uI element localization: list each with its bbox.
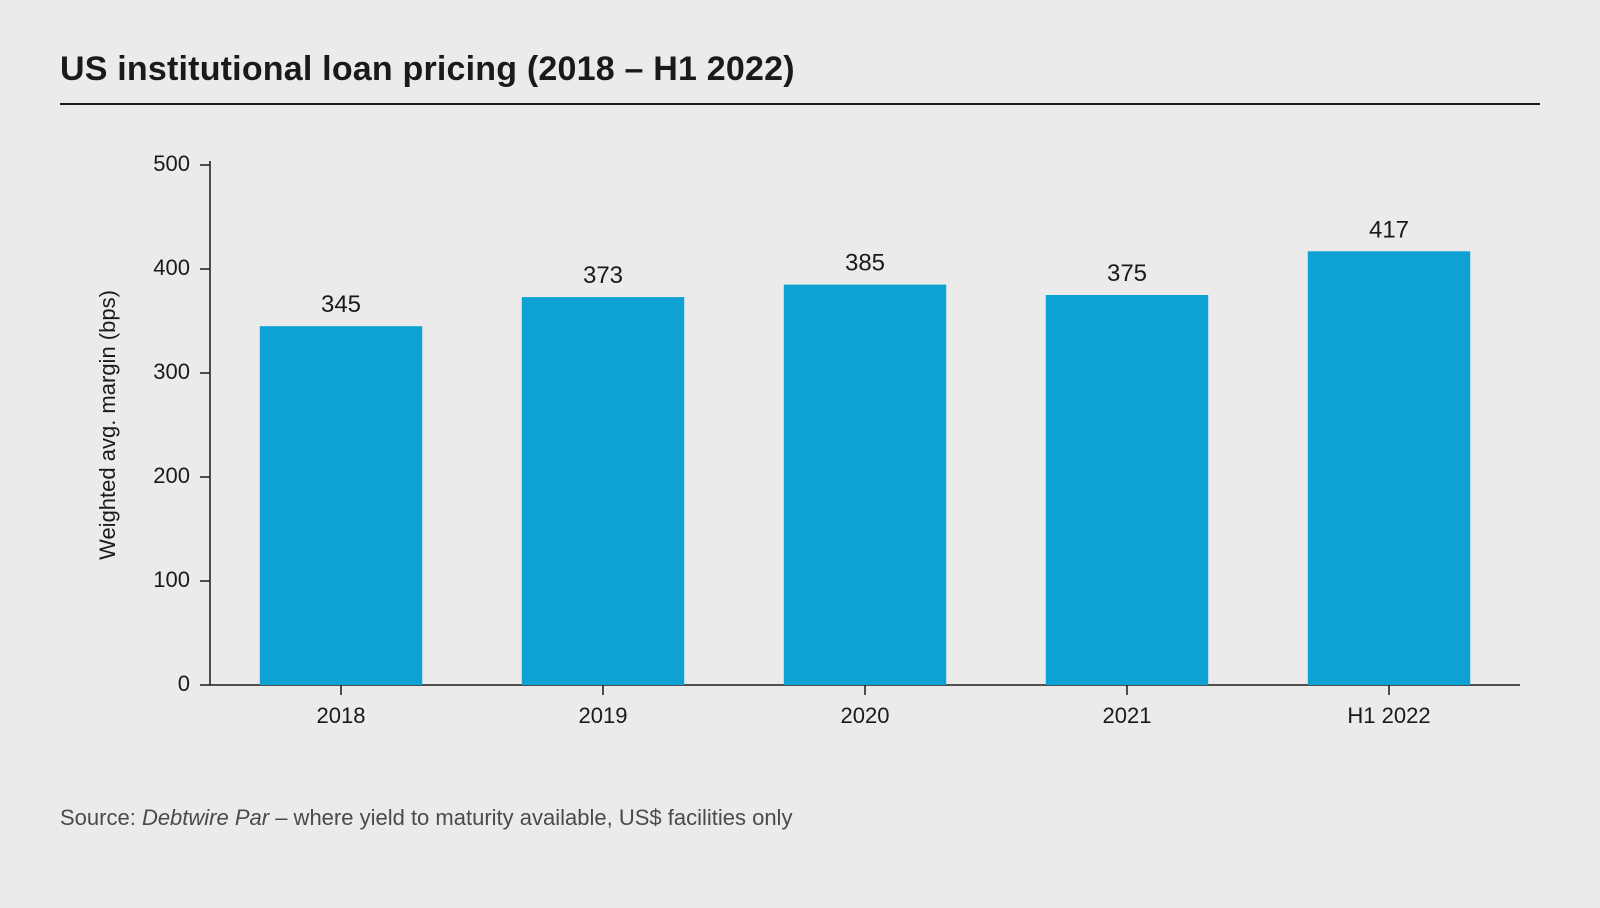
x-tick-label: 2020 (841, 703, 890, 728)
title-rule (60, 103, 1540, 105)
source-line: Source: Debtwire Par – where yield to ma… (60, 805, 1540, 831)
chart-title: US institutional loan pricing (2018 – H1… (60, 50, 1540, 89)
bar-value-label: 385 (845, 250, 885, 277)
x-tick-label: 2021 (1103, 703, 1152, 728)
y-tick-label: 100 (153, 567, 190, 592)
bar-value-label: 375 (1107, 260, 1147, 287)
bar (784, 285, 946, 685)
x-tick-label: 2018 (317, 703, 366, 728)
bar-value-label: 345 (321, 291, 361, 318)
bar-value-label: 373 (583, 262, 623, 289)
figure-container: US institutional loan pricing (2018 – H1… (0, 0, 1600, 908)
x-tick-label: 2019 (579, 703, 628, 728)
bar (522, 297, 684, 685)
bar-chart: 0 100 200 300 400 500 Weighted avg. margin (bp… (60, 115, 1540, 775)
y-tick-label: 300 (153, 359, 190, 384)
source-name: Debtwire Par (142, 805, 269, 830)
y-tick-label: 400 (153, 255, 190, 280)
y-tick-label: 200 (153, 463, 190, 488)
bar (1046, 295, 1208, 685)
bar-value-label: 417 (1369, 216, 1409, 243)
x-tick-label: H1 2022 (1347, 703, 1430, 728)
bar (1308, 251, 1470, 685)
y-tick-label: 0 (178, 671, 190, 696)
source-prefix: Source: (60, 805, 142, 830)
y-axis-label: Weighted avg. margin (bps) (95, 290, 120, 560)
y-tick-label: 500 (153, 151, 190, 176)
chart-area: 0 100 200 300 400 500 Weighted avg. margin (bp… (60, 115, 1540, 775)
source-suffix: – where yield to maturity available, US$… (269, 805, 792, 830)
bar (260, 326, 422, 685)
